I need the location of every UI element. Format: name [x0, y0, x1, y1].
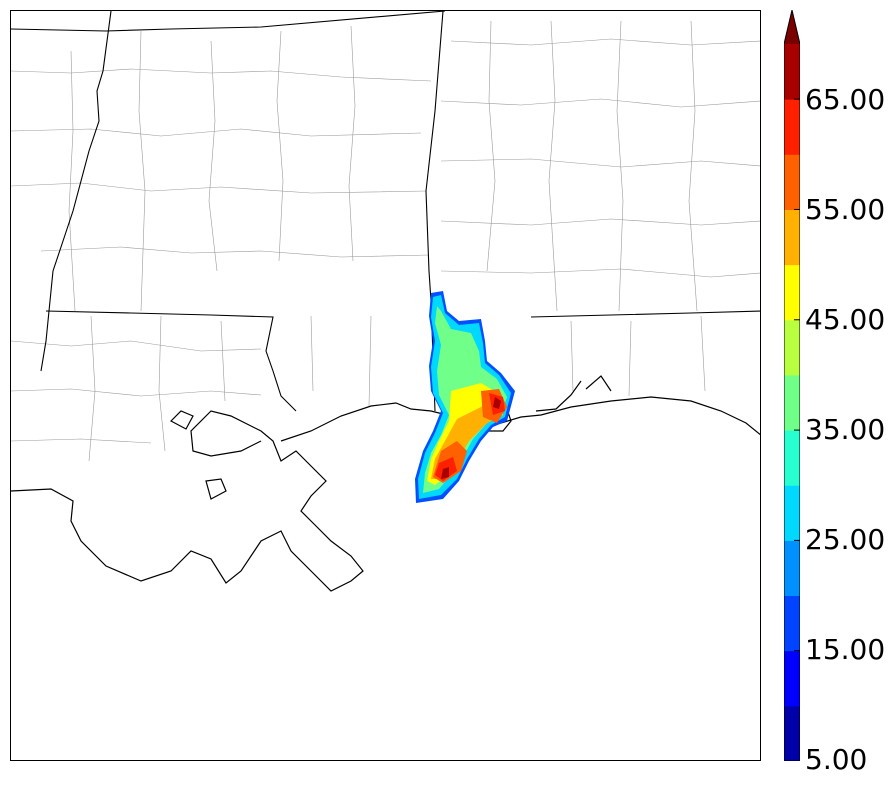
colorbar-segment — [784, 44, 800, 100]
colorbar-tick-label: 15.00 — [805, 633, 886, 666]
precipitation-field — [415, 291, 515, 503]
colorbar-tick-label: 5.00 — [805, 743, 868, 776]
state-boundaries — [11, 11, 760, 412]
colorbar-segment — [784, 595, 800, 652]
colorbar-segment — [784, 99, 800, 155]
colorbar-segment — [784, 705, 800, 761]
map-panel — [10, 10, 761, 761]
colorbar-segment — [784, 154, 800, 210]
colorbar-segment — [784, 319, 800, 376]
precip-contour-level-6 — [435, 393, 505, 481]
colorbar-segment — [784, 209, 800, 266]
colorbar-extend-arrow — [784, 10, 800, 44]
colorbar-segment — [784, 264, 800, 321]
colorbar-tick-label: 25.00 — [805, 523, 886, 556]
colorbar-tick-label: 65.00 — [805, 83, 886, 116]
county-boundaries — [11, 20, 760, 462]
colorbar-segment — [784, 650, 800, 707]
colorbar-segment — [784, 430, 800, 486]
colorbar-tick-label: 35.00 — [805, 413, 886, 446]
colorbar-segment — [784, 374, 800, 431]
colorbar-segment — [784, 540, 800, 597]
precip-contour-level-7 — [441, 397, 501, 479]
colorbar-tick-label: 55.00 — [805, 193, 886, 226]
colorbar-tick-label: 45.00 — [805, 303, 886, 336]
coastline — [11, 375, 760, 592]
colorbar-outline — [784, 10, 800, 761]
map-canvas — [11, 11, 760, 592]
colorbar-segment — [784, 485, 800, 541]
colorbar — [784, 10, 800, 761]
